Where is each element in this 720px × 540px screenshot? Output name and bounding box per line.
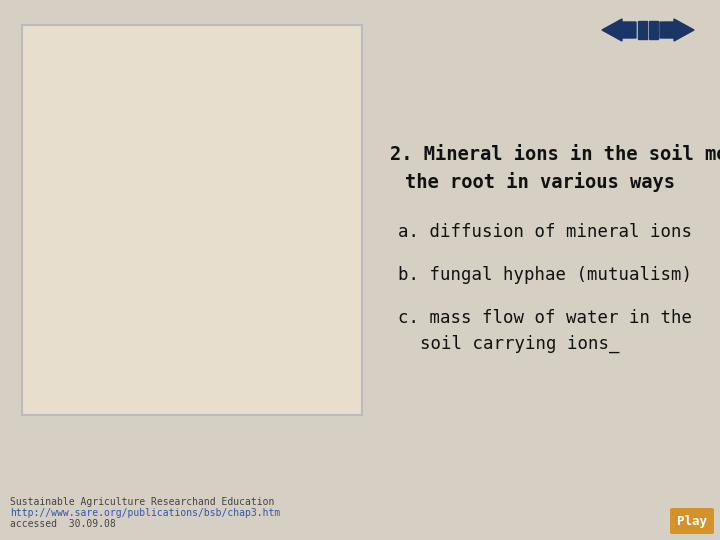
FancyArrow shape bbox=[602, 19, 636, 41]
Text: 2. Mineral ions in the soil move to: 2. Mineral ions in the soil move to bbox=[390, 145, 720, 165]
Text: accessed  30.09.08: accessed 30.09.08 bbox=[10, 519, 116, 529]
Text: the root in various ways: the root in various ways bbox=[405, 172, 675, 192]
FancyBboxPatch shape bbox=[670, 508, 714, 534]
Text: a. diffusion of mineral ions: a. diffusion of mineral ions bbox=[398, 223, 692, 241]
Bar bbox=[638, 21, 647, 39]
Text: b. fungal hyphae (mutualism): b. fungal hyphae (mutualism) bbox=[398, 266, 692, 284]
FancyArrow shape bbox=[660, 19, 694, 41]
Text: http://www.sare.org/publications/bsb/chap3.htm: http://www.sare.org/publications/bsb/cha… bbox=[10, 508, 280, 518]
Bar bbox=[22, 25, 362, 415]
Text: c. mass flow of water in the: c. mass flow of water in the bbox=[398, 309, 692, 327]
Text: Sustainable Agriculture Researchand Education: Sustainable Agriculture Researchand Educ… bbox=[10, 497, 274, 507]
Bar bbox=[649, 21, 658, 39]
Text: Play: Play bbox=[677, 515, 707, 528]
Text: soil carrying ions_: soil carrying ions_ bbox=[420, 335, 619, 353]
